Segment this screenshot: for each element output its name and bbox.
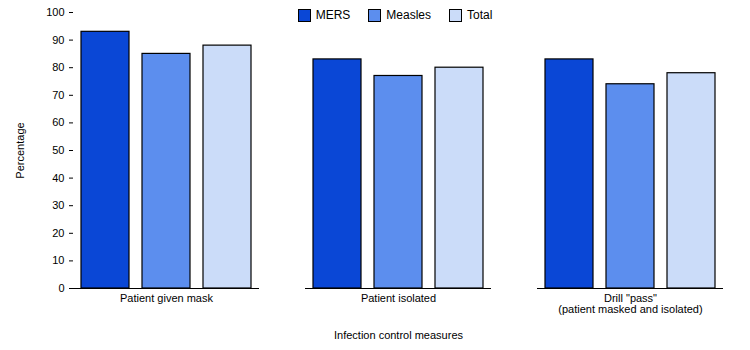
svg-text:20: 20 bbox=[52, 227, 64, 239]
svg-text:60: 60 bbox=[52, 116, 64, 128]
html-text:MERS: MERS bbox=[315, 8, 351, 22]
svg-text:50: 50 bbox=[52, 144, 64, 156]
svg-text:100: 100 bbox=[46, 6, 64, 18]
svg-text:Patient isolated: Patient isolated bbox=[361, 292, 436, 304]
svg-text:10: 10 bbox=[52, 254, 64, 266]
svg-text:0: 0 bbox=[58, 282, 64, 294]
svg-text:70: 70 bbox=[52, 89, 64, 101]
svg-text:Drill "pass"(patient masked an: Drill "pass"(patient masked and isolated… bbox=[558, 292, 702, 315]
svg-text:30: 30 bbox=[52, 199, 64, 211]
svg-text:Patient given mask: Patient given mask bbox=[120, 292, 213, 304]
html-text:Total: Total bbox=[467, 8, 493, 22]
svg-text:90: 90 bbox=[52, 34, 64, 46]
svg-text:Infection control measures: Infection control measures bbox=[334, 329, 464, 341]
svg-text:40: 40 bbox=[52, 172, 64, 184]
svg-text:Percentage: Percentage bbox=[14, 122, 26, 178]
svg-text:80: 80 bbox=[52, 61, 64, 73]
html-text:Measles: Measles bbox=[386, 8, 431, 22]
